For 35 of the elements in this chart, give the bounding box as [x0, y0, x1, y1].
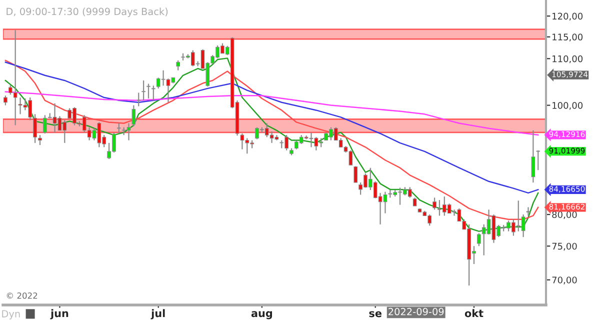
y-tick-label: 120,00 — [552, 12, 583, 21]
y-tick-label: 115,00 — [552, 34, 583, 42]
x-tick-label: aug — [251, 311, 272, 320]
candlestick — [176, 60, 180, 71]
candlestick — [33, 114, 37, 144]
candlestick — [354, 166, 358, 184]
candlestick — [526, 206, 530, 216]
y-tick-label: 80,00 — [552, 211, 577, 219]
candlestick — [432, 197, 436, 210]
y-tick-label: 70,00 — [552, 276, 577, 284]
candlestick — [38, 134, 42, 146]
candlestick — [132, 104, 136, 127]
y-tick-label: 100,00 — [552, 102, 583, 110]
x-tick-label: jun — [50, 309, 68, 320]
line-series — [4, 91, 539, 136]
x-tick-label: jul — [150, 309, 165, 320]
candlestick — [4, 95, 8, 106]
candlestick — [146, 83, 150, 100]
text: Dyn — [2, 310, 20, 320]
candlestick — [116, 122, 121, 134]
y-tick-label: 110,00 — [552, 55, 583, 64]
candlestick — [142, 80, 146, 101]
x-tick-label: se — [369, 311, 382, 318]
candlestick — [531, 130, 536, 184]
candlestick — [152, 85, 156, 101]
text: D, 09:00-17:30 (9999 Days Back) — [6, 8, 168, 18]
candlestick — [536, 150, 540, 171]
y-tick-label: 75,00 — [552, 242, 577, 251]
candlestick — [136, 92, 141, 107]
text: 2022-09-09 — [388, 308, 444, 316]
x-tick-label: okt — [464, 309, 484, 318]
line-series — [4, 62, 539, 194]
candlestick — [43, 114, 47, 134]
annotation: © 2022 — [6, 292, 38, 299]
candlestick — [477, 232, 481, 247]
